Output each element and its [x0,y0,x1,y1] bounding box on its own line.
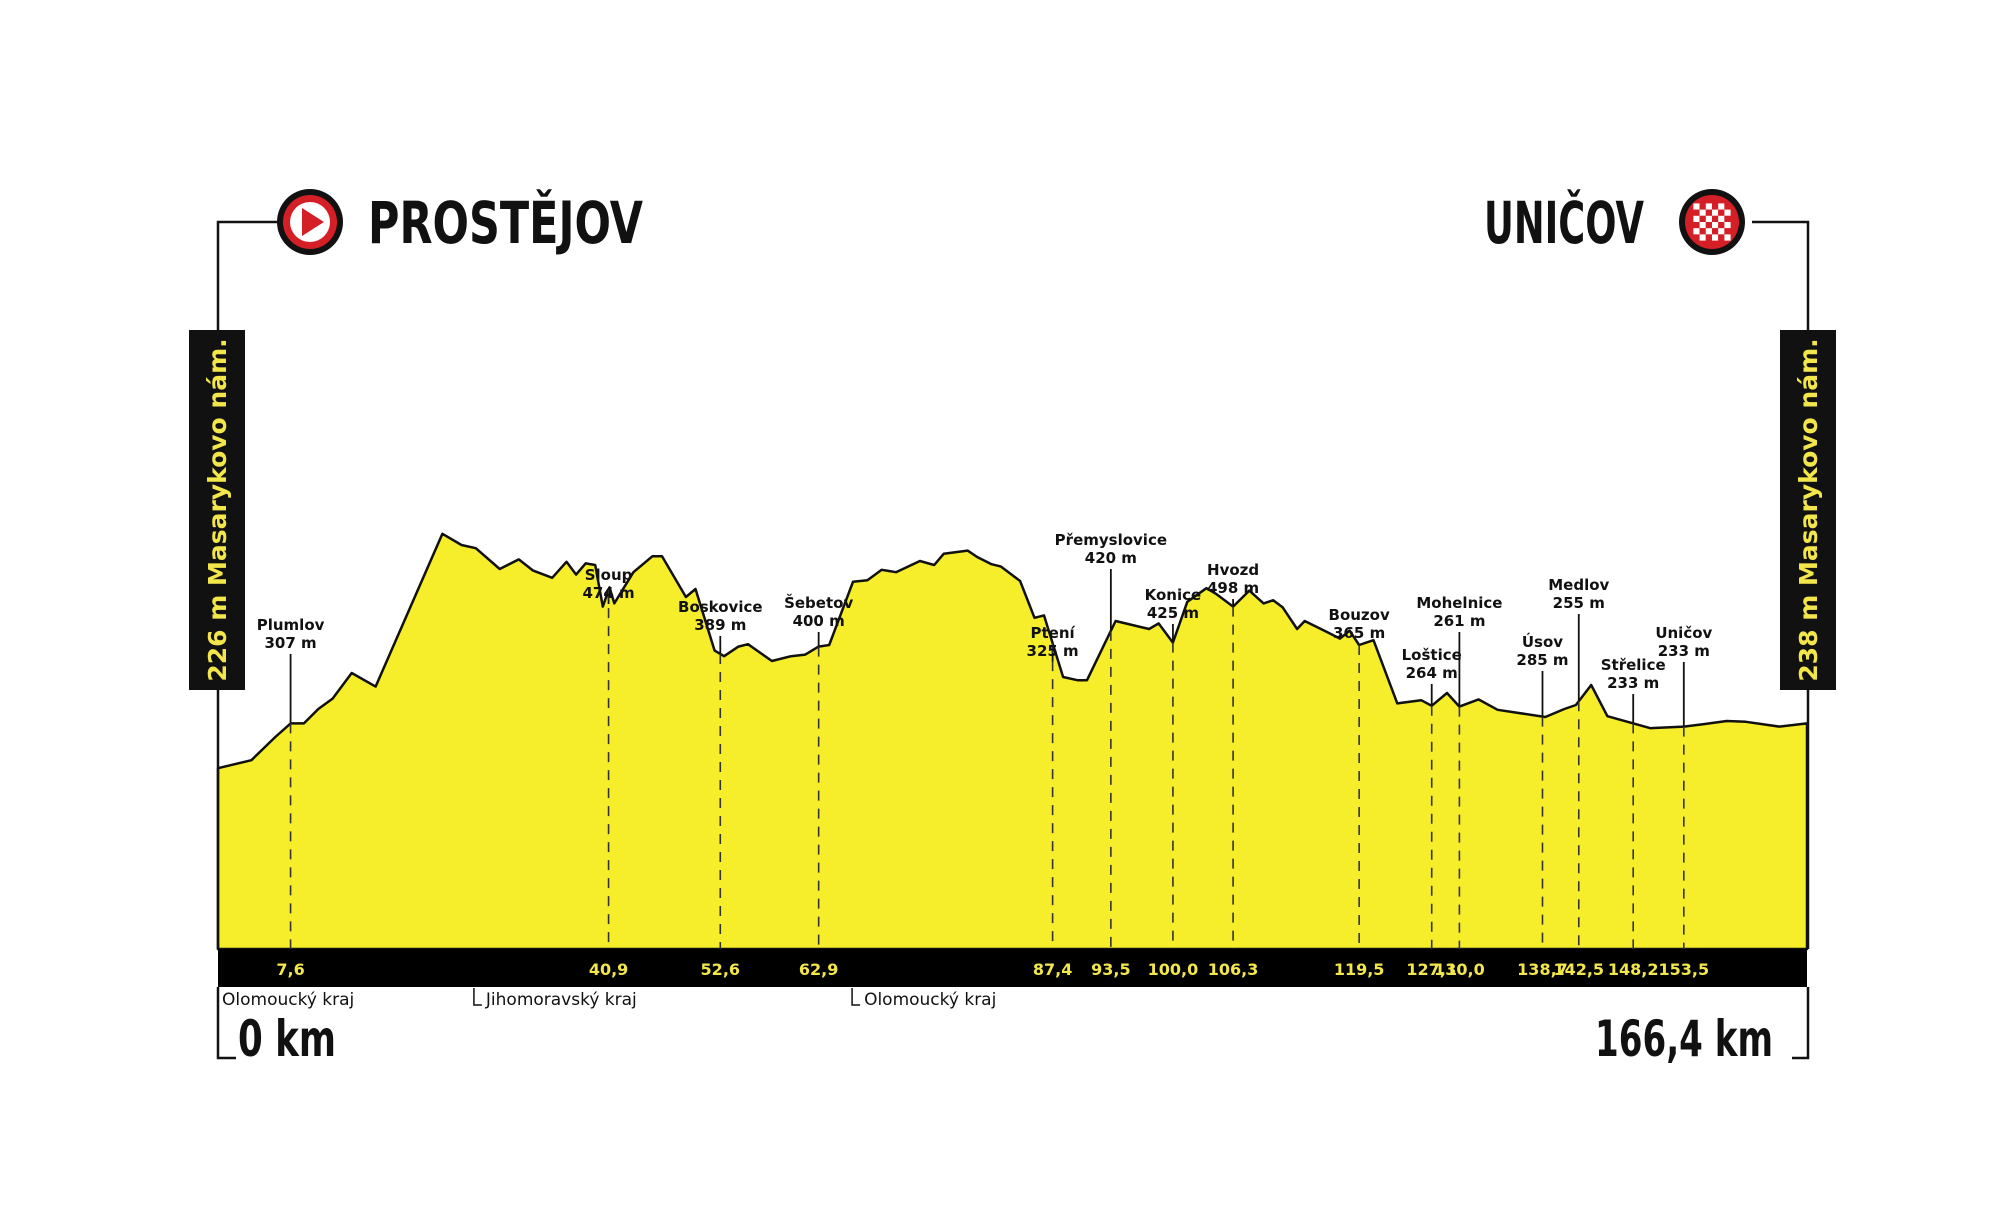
waypoint-name: Šebetov [784,593,853,612]
waypoint-name: Úsov [1522,632,1563,651]
waypoint-km-label: 100,0 [1148,960,1199,979]
waypoint-elevation: 261 m [1433,612,1485,630]
regions-group: Olomoucký kraj Jihomoravský kraj Olomoucký… [222,988,996,1010]
waypoint-km-label: 130,0 [1434,960,1485,979]
waypoint-elevation: 420 m [1085,549,1137,567]
waypoint-km-label: 119,5 [1334,960,1385,979]
waypoint-km-label: 142,5 [1553,960,1604,979]
waypoint-name: Plumlov [257,616,325,634]
waypoint-name: Boskovice [678,598,763,616]
waypoint-elevation: 255 m [1553,594,1605,612]
finish-info-text: 238 m Masarykovo nám. [1794,338,1823,681]
region-label: Olomoucký kraj [864,990,996,1010]
waypoint-km-label: 153,5 [1659,960,1710,979]
waypoint-elevation: 365 m [1333,624,1385,642]
region-label: Olomoucký kraj [222,990,354,1010]
start-distance-label: 0 km [238,1010,336,1068]
finish-bracket [1752,220,1810,332]
waypoint-elevation: 425 m [1147,604,1199,622]
waypoint-name: Přemyslovice [1055,531,1167,549]
waypoint-km-label: 40,9 [589,960,628,979]
waypoint-km-label: 106,3 [1208,960,1259,979]
elevation-profile-area [216,532,1809,951]
waypoint-km-label: 138,7 [1517,960,1568,979]
start-info-text: 226 m Masarykovo nám. [203,338,232,681]
end-distance-label: 166,4 km [1595,1010,1773,1068]
waypoint-elevation: 498 m [1207,579,1259,597]
waypoint-name: Sloup [585,566,633,584]
waypoint-name: Loštice [1402,646,1462,664]
waypoint-name: Mohelnice [1416,594,1502,612]
waypoint-km-label: 127,1 [1406,960,1457,979]
region-tick [851,988,861,1006]
region-tick [473,988,482,1006]
finish-town-name: UNIČOV [1484,188,1644,257]
waypoint-km-label: 52,6 [701,960,740,979]
waypoint-km-label: 148,2 [1608,960,1659,979]
waypoint-name: Ptení [1031,624,1076,642]
start-info-box [189,330,245,690]
waypoint-elevation: 233 m [1607,674,1659,692]
waypoint-name: Střelice [1601,656,1666,674]
waypoint-km-label: 93,5 [1091,960,1130,979]
finish-info-box [1780,330,1836,690]
waypoint-name: Uničov [1655,624,1712,642]
waypoint-name: Medlov [1548,576,1609,594]
waypoint-elevation: 264 m [1406,664,1458,682]
waypoint-name: Hvozd [1207,561,1259,579]
waypoint-km-label: 7,6 [276,960,304,979]
waypoint-elevation: 307 m [264,634,316,652]
waypoint-elevation: 325 m [1027,642,1079,660]
start-bracket [216,220,278,332]
waypoint-km-label: 87,4 [1033,960,1072,979]
waypoint-km-label: 62,9 [799,960,838,979]
waypoint-elevation: 400 m [793,612,845,630]
waypoint-name: Konice [1145,586,1202,604]
region-label: Jihomoravský kraj [485,990,637,1010]
km-labels-group: 7,6 40,9 52,6 62,9 87,4 93,5 100,0 106,3 119,5 12… [276,960,1709,979]
start-distance-bracket [216,987,236,1060]
play-icon [277,189,343,255]
waypoint-elevation: 233 m [1658,642,1710,660]
start-town-name: PROSTĚJOV [368,188,643,257]
distance-bar [218,949,1807,987]
waypoint-elevation: 285 m [1516,651,1568,669]
waypoint-name: Bouzov [1329,606,1390,624]
waypoint-elevation: 389 m [694,616,746,634]
waypoint-elevation: 474 m [582,584,634,602]
checkered-flag-icon [1679,189,1745,255]
end-distance-bracket [1792,987,1810,1060]
